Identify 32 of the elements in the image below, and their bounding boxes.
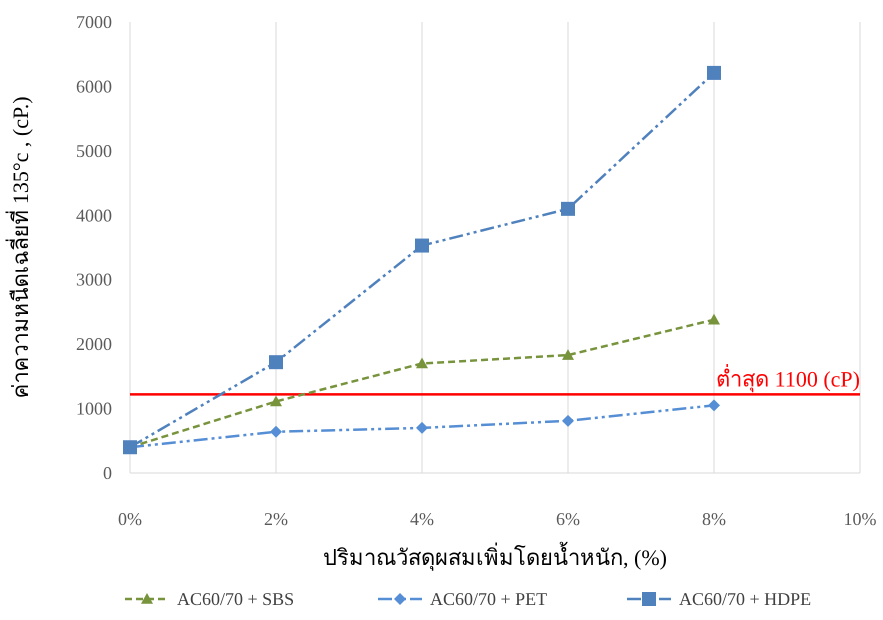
x-axis-title: ปริมาณวัสดุผสมเพิ่มโดยน้ำหนัก, (%) [323,542,667,571]
x-tick-label: 2% [264,509,288,529]
point [270,395,282,406]
y-tick-label: 3000 [76,270,112,290]
point [562,414,574,427]
point [270,426,282,438]
point [269,355,283,370]
y-tick-label: 5000 [76,140,112,161]
y-tick-label: 0 [103,463,112,483]
x-tick-label: 4% [410,509,434,529]
point [416,422,428,434]
point [708,314,720,324]
point [415,238,429,253]
y-tick-label: 7000 [76,12,112,32]
point [416,357,428,368]
y-tick-label: 6000 [76,76,112,96]
point [708,399,720,412]
y-tick-label: 2000 [76,334,112,354]
point [561,202,575,216]
x-tick-label: 8% [702,509,726,529]
y-tick-label: 1000 [76,398,112,419]
point [562,349,574,360]
ref-line-label: ต่ำสุด 1100 (cP) [716,363,860,392]
x-tick-label: 10% [844,509,876,529]
point [707,66,721,80]
y-axis-title: ค่าความหนืดเฉลี่ยที่ 135°c , (cP.) [5,96,33,399]
legend-label: AC60/70 + PET [430,589,548,609]
legend-label: AC60/70 + HDPE [679,589,812,609]
x-tick-label: 6% [556,509,580,529]
x-tick-label: 0% [118,509,142,529]
y-tick-label: 4000 [76,205,112,226]
legend-label: AC60/70 + SBS [177,589,294,609]
